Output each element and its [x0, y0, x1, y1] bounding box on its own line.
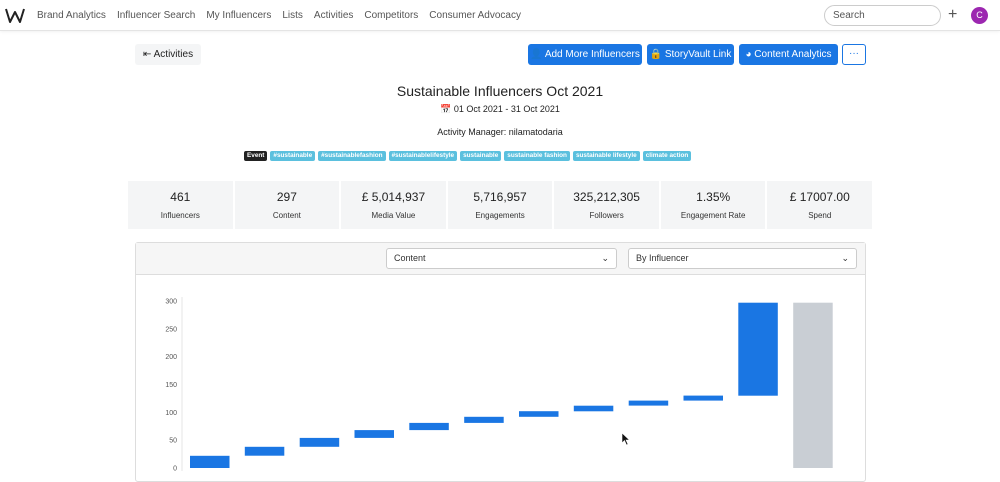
stat-value: 325,212,305	[573, 190, 640, 204]
y-tick-label: 250	[165, 326, 177, 333]
stat-label: Engagements	[475, 211, 525, 220]
calendar-icon: 📅	[440, 104, 452, 114]
waterfall-bar[interactable]	[190, 455, 230, 468]
nav-link-lists[interactable]: Lists	[282, 10, 303, 21]
y-tick-label: 300	[165, 299, 177, 306]
storyvault-link-button[interactable]: 🔒 StoryVault Link	[647, 44, 734, 65]
chevron-down-icon: ⌄	[841, 253, 849, 263]
activity-manager-label: Activity Manager:	[437, 127, 507, 137]
stat-influencers: 461 Influencers	[128, 181, 233, 229]
avatar[interactable]: C	[971, 7, 988, 24]
add-icon[interactable]: +	[948, 6, 958, 23]
nav-link-my-influencers[interactable]: My Influencers	[206, 10, 272, 21]
nav-links: Brand Analytics Influencer Search My Inf…	[37, 0, 532, 31]
waterfall-total-bar[interactable]	[793, 302, 833, 468]
stat-label: Media Value	[371, 211, 416, 220]
stat-value: 461	[170, 190, 191, 204]
waterfall-bar[interactable]	[519, 411, 559, 417]
content-analytics-button[interactable]: ◕ Content Analytics	[739, 44, 838, 65]
event-badge: Event	[244, 151, 268, 161]
waterfall-bar[interactable]	[738, 302, 778, 396]
brand-logo-icon[interactable]	[5, 7, 25, 24]
activity-manager-name: nilamatodaria	[508, 127, 563, 137]
stat-media-value: £ 5,014,937 Media Value	[341, 181, 446, 229]
y-tick-label: 150	[165, 382, 177, 389]
lock-icon: 🔒	[649, 49, 663, 60]
nav-link-influencer-search[interactable]: Influencer Search	[116, 10, 196, 21]
waterfall-bar[interactable]	[464, 416, 504, 423]
stat-label: Influencers	[160, 211, 200, 220]
stat-engagements: 5,716,957 Engagements	[447, 181, 553, 229]
stat-label: Engagement Rate	[680, 211, 746, 220]
tag-badge: #sustainable	[270, 151, 316, 161]
waterfall-bar[interactable]	[409, 422, 449, 431]
nav-link-consumer-advocacy[interactable]: Consumer Advocacy	[429, 10, 521, 21]
nav-link-competitors[interactable]: Competitors	[364, 10, 419, 21]
stat-followers: 325,212,305 Followers	[554, 181, 659, 229]
stat-label: Followers	[589, 211, 624, 220]
tag-badge: climate action	[642, 151, 692, 161]
waterfall-chart: 0 50 100 150 200 250 300	[165, 297, 833, 472]
stat-value: 5,716,957	[473, 190, 527, 204]
waterfall-bar[interactable]	[244, 446, 285, 456]
nav-link-activities[interactable]: Activities	[313, 10, 354, 21]
mouse-cursor-icon	[622, 433, 630, 445]
activity-tags: Event #sustainable #sustainablefashion #…	[244, 151, 694, 161]
date-range-text: 01 Oct 2021 - 31 Oct 2021	[453, 104, 560, 114]
chevron-down-icon: ⌄	[601, 253, 609, 263]
tag-badge: #sustainablelifestyle	[388, 151, 458, 161]
stat-value: 1.35%	[696, 190, 731, 204]
top-nav: Brand Analytics Influencer Search My Inf…	[0, 0, 1000, 31]
activity-manager: Activity Manager: nilamatodaria	[0, 127, 1000, 137]
y-tick-label: 200	[165, 354, 177, 361]
tag-badge: sustainable	[460, 151, 502, 161]
activity-title: Sustainable Influencers Oct 2021	[396, 83, 604, 99]
waterfall-bar[interactable]	[573, 405, 614, 412]
search-input[interactable]	[824, 5, 941, 26]
tag-badge: sustainable lifestyle	[572, 151, 640, 161]
grouping-select-value: By Influencer	[636, 253, 689, 263]
nav-link-brand-analytics[interactable]: Brand Analytics	[37, 10, 106, 21]
metric-select-value: Content	[394, 253, 426, 263]
add-user-icon: 👤	[530, 49, 543, 60]
waterfall-bar[interactable]	[628, 400, 669, 406]
waterfall-bar[interactable]	[683, 395, 724, 401]
stat-label: Spend	[808, 211, 832, 220]
metric-select[interactable]: Content ⌄	[386, 248, 617, 269]
chart-panel-header: Content ⌄ By Influencer ⌄	[136, 243, 865, 275]
add-more-influencers-button[interactable]: 👤 Add More Influencers	[528, 44, 642, 65]
tag-badge: #sustainablefashion	[318, 151, 386, 161]
more-options-button[interactable]: ···	[842, 44, 866, 65]
back-to-activities-button[interactable]: ⇤ Activities	[135, 44, 202, 65]
tag-badge: sustainable fashion	[504, 151, 570, 161]
storyvault-link-label: StoryVault Link	[664, 49, 732, 60]
stat-content: 297 Content	[234, 181, 340, 229]
stat-value: £ 17007.00	[789, 190, 850, 204]
back-button-label: Activities	[153, 49, 194, 60]
y-tick-label: 100	[165, 410, 177, 417]
waterfall-bar[interactable]	[299, 437, 340, 447]
stat-engagement-rate: 1.35% Engagement Rate	[660, 181, 766, 229]
add-more-influencers-label: Add More Influencers	[544, 49, 640, 60]
pie-chart-icon: ◕	[745, 49, 752, 60]
y-tick-label: 50	[169, 438, 177, 445]
stat-label: Content	[272, 211, 301, 220]
stat-spend: £ 17007.00 Spend	[767, 181, 873, 229]
grouping-select[interactable]: By Influencer ⌄	[628, 248, 857, 269]
waterfall-bar[interactable]	[354, 430, 395, 438]
stat-value: 297	[276, 190, 297, 204]
content-analytics-label: Content Analytics	[754, 49, 832, 60]
stats-row: 461 Influencers 297 Content £ 5,014,937 …	[128, 181, 873, 229]
y-tick-label: 0	[173, 466, 177, 472]
stat-value: £ 5,014,937	[361, 190, 426, 204]
back-arrow-icon: ⇤	[143, 49, 152, 60]
activity-date-range: 📅 01 Oct 2021 - 31 Oct 2021	[0, 104, 1000, 115]
